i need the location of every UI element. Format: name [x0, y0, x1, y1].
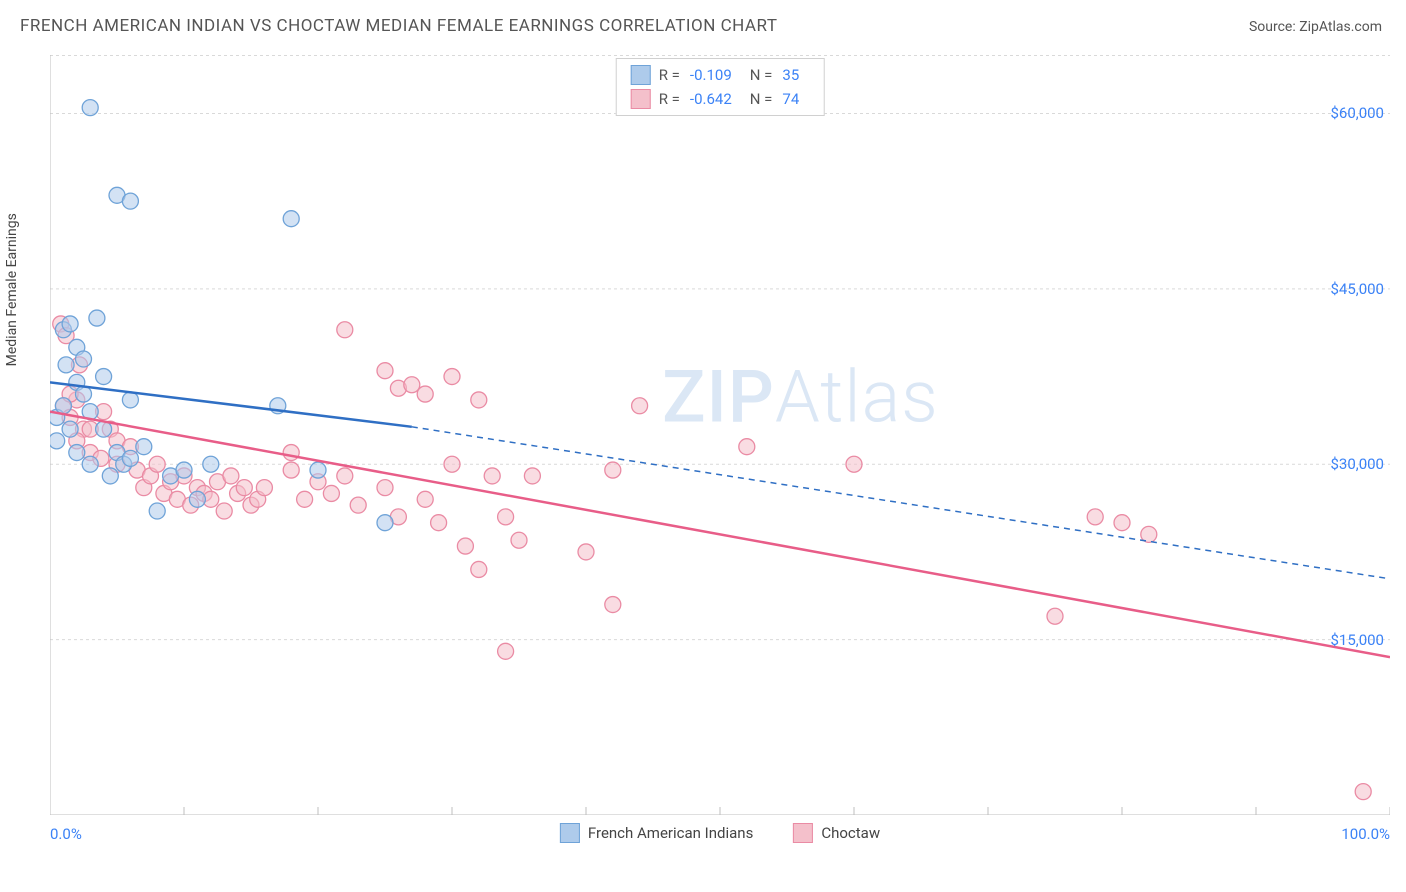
- legend-label: Choctaw: [821, 824, 880, 842]
- r-label: R =: [659, 63, 680, 87]
- y-tick-label: $30,000: [1330, 455, 1384, 473]
- x-tick-right: 100.0%: [1341, 825, 1390, 843]
- n-value: 74: [782, 87, 799, 111]
- r-value: -0.109: [690, 63, 732, 87]
- legend-swatch: [793, 823, 813, 843]
- n-value: 35: [782, 63, 799, 87]
- legend-swatch: [560, 823, 580, 843]
- chart-area: Median Female Earnings ZIPAtlas $15,000$…: [50, 55, 1390, 815]
- header-bar: FRENCH AMERICAN INDIAN VS CHOCTAW MEDIAN…: [0, 0, 1406, 44]
- stats-legend: R = -0.109 N = 35 R = -0.642 N = 74: [616, 58, 825, 116]
- r-label: R =: [659, 87, 680, 111]
- legend-item: French American Indians: [560, 823, 753, 843]
- legend-swatch: [631, 65, 651, 85]
- y-axis-label: Median Female Earnings: [4, 213, 20, 366]
- y-tick-label: $15,000: [1330, 631, 1384, 649]
- legend-label: French American Indians: [588, 824, 753, 842]
- r-value: -0.642: [690, 87, 732, 111]
- chart-title: FRENCH AMERICAN INDIAN VS CHOCTAW MEDIAN…: [20, 16, 777, 36]
- legend-item: Choctaw: [793, 823, 880, 843]
- scatter-plot: [50, 55, 1390, 815]
- n-label: N =: [750, 87, 773, 111]
- y-tick-label: $45,000: [1330, 280, 1384, 298]
- n-label: N =: [750, 63, 773, 87]
- y-tick-label: $60,000: [1330, 104, 1384, 122]
- bottom-legend: French American Indians Choctaw: [560, 823, 880, 843]
- stats-row: R = -0.642 N = 74: [631, 87, 810, 111]
- legend-swatch: [631, 89, 651, 109]
- stats-row: R = -0.109 N = 35: [631, 63, 810, 87]
- x-tick-left: 0.0%: [50, 825, 82, 843]
- source-label: Source: ZipAtlas.com: [1249, 19, 1382, 35]
